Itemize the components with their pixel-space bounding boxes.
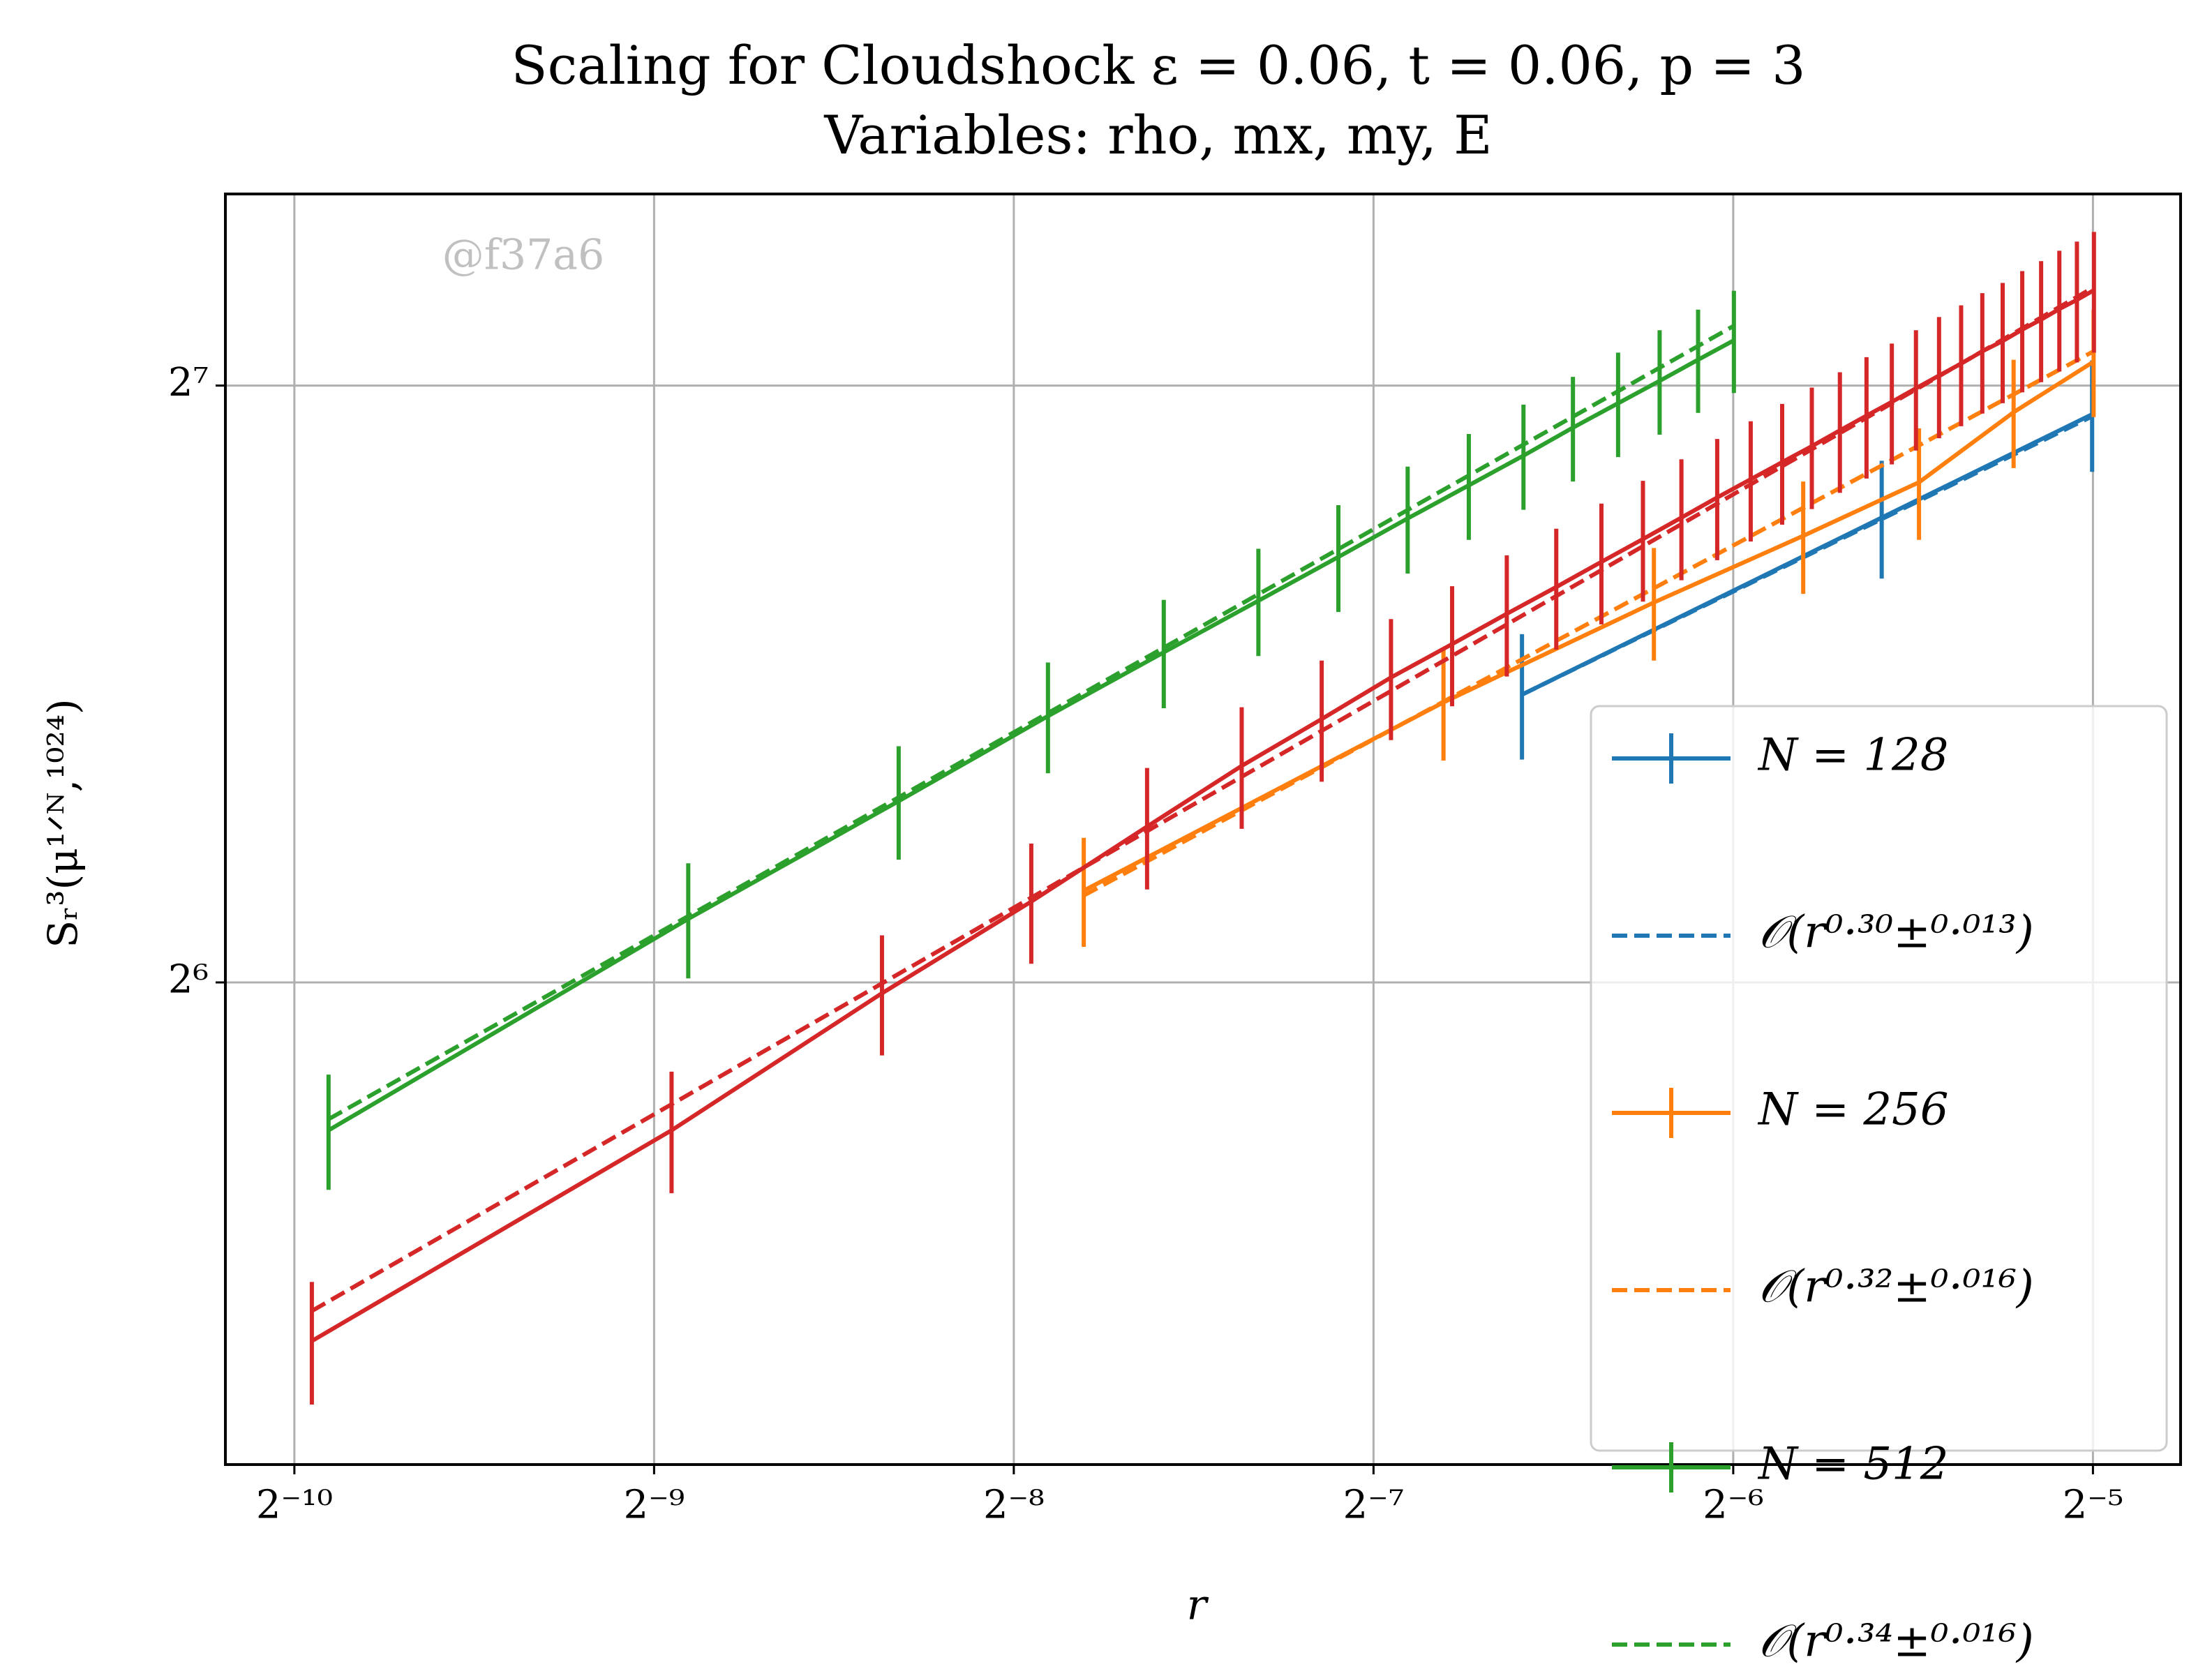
y-tick-label: 2⁶ bbox=[168, 957, 209, 1003]
x-tick-label: 2⁻⁷ bbox=[1343, 1483, 1405, 1528]
x-axis-label: r bbox=[1187, 1581, 1209, 1630]
legend-label: 𝒪(r⁰·³²±⁰·⁰¹⁶) bbox=[1758, 1262, 2034, 1313]
chart-subtitle: Variables: rho, mx, my, E bbox=[823, 104, 1492, 166]
legend-label: 𝒪(r⁰·³⁰±⁰·⁰¹³) bbox=[1758, 907, 2034, 959]
legend-label: 𝒪(r⁰·³⁴±⁰·⁰¹⁶) bbox=[1758, 1616, 2034, 1668]
chart-title: Scaling for Cloudshock ε = 0.06, t = 0.0… bbox=[511, 34, 1806, 96]
legend: N = 128 𝒪(r⁰·³⁰±⁰·⁰¹³) N = 256 𝒪(r⁰·³²±⁰·⁰¹… bbox=[1590, 705, 2168, 1668]
fit-line bbox=[1520, 414, 2093, 697]
x-tick-label: 2⁻¹⁰ bbox=[256, 1483, 333, 1528]
axes-frame bbox=[224, 193, 2182, 1466]
x-tick-label: 2⁻⁸ bbox=[983, 1483, 1045, 1528]
legend-label: N = 256 bbox=[1757, 1084, 1948, 1136]
y-axis-label: Sᵣ³(μ¹ᐟᴺ,¹⁰²⁴) bbox=[39, 698, 87, 948]
fit-line bbox=[327, 324, 1735, 1121]
x-tick-label: 2⁻⁵ bbox=[2063, 1483, 2124, 1528]
fit-line bbox=[311, 285, 2095, 1313]
plot-area: 2⁻¹⁰ 2⁻⁹ 2⁻⁸ 2⁻⁷ 2⁻⁶ 2⁻⁵ 2⁶ 2⁷ N = 128 𝒪(r⁰·³⁰±⁰·… bbox=[168, 193, 2182, 1668]
watermark: @f37a6 bbox=[442, 231, 605, 280]
legend-box bbox=[1590, 705, 2168, 1452]
legend-label: N = 512 bbox=[1757, 1439, 1948, 1490]
fit-line bbox=[1082, 349, 2095, 898]
legend-label: N = 128 bbox=[1757, 730, 1948, 781]
x-tick-label: 2⁻⁶ bbox=[1703, 1483, 1764, 1528]
x-tick-label: 2⁻⁹ bbox=[624, 1483, 685, 1528]
y-tick-label: 2⁷ bbox=[168, 360, 209, 405]
